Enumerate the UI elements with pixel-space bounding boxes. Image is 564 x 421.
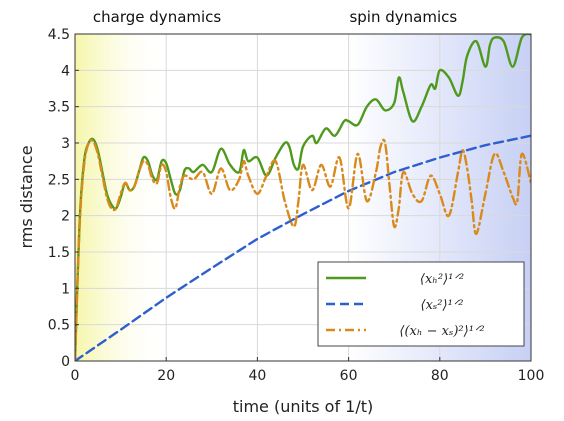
legend: ⟨xₕ²⟩¹ᐟ² ⟨xₛ²⟩¹ᐟ² ⟨(xₕ − xₛ)²⟩¹ᐟ² — [317, 261, 525, 347]
y-tick-label-2: 1 — [61, 281, 70, 297]
legend-box — [317, 261, 525, 347]
tick-labels: 0 20 40 60 80 100 0 0.5 1 1.5 2 2.5 3 3.5 4 4.5 — [48, 27, 545, 384]
y-tick-label-7: 3.5 — [48, 100, 70, 116]
y-tick-label-0: 0 — [61, 354, 70, 370]
x-tick-label-3: 60 — [340, 368, 358, 384]
x-tick-label-4: 80 — [431, 368, 449, 384]
region-label-0: charge dynamics — [93, 8, 221, 26]
y-tick-label-9: 4.5 — [48, 27, 70, 43]
x-tick-label-2: 40 — [248, 368, 266, 384]
plot-frame — [74, 33, 532, 362]
region-labels: charge dynamics spin dynamics — [93, 8, 457, 26]
series-line-2 — [75, 138, 531, 361]
x-tick-label-0: 0 — [71, 368, 80, 384]
y-tick-label-3: 1.5 — [48, 245, 70, 261]
legend-label-1: ⟨xₛ²⟩¹ᐟ² — [421, 298, 464, 313]
x-axis-title: time (units of 1/t) — [233, 397, 374, 416]
series-line-1 — [75, 134, 531, 361]
legend-label-0: ⟨xₕ²⟩¹ᐟ² — [420, 272, 464, 287]
y-tick-label-5: 2.5 — [48, 172, 70, 188]
y-tick-label-6: 3 — [61, 136, 70, 152]
y-tick-label-4: 2 — [61, 209, 70, 225]
x-tick-label-1: 20 — [157, 368, 175, 384]
series-layer — [75, 34, 531, 361]
y-axis-title: rms distance — [17, 145, 36, 248]
y-tick-label-8: 4 — [61, 63, 70, 79]
x-tick-label-5: 100 — [518, 368, 545, 384]
y-tick-label-1: 0.5 — [48, 318, 70, 334]
region-label-1: spin dynamics — [349, 8, 457, 26]
legend-label-2: ⟨(xₕ − xₛ)²⟩¹ᐟ² — [399, 324, 484, 339]
